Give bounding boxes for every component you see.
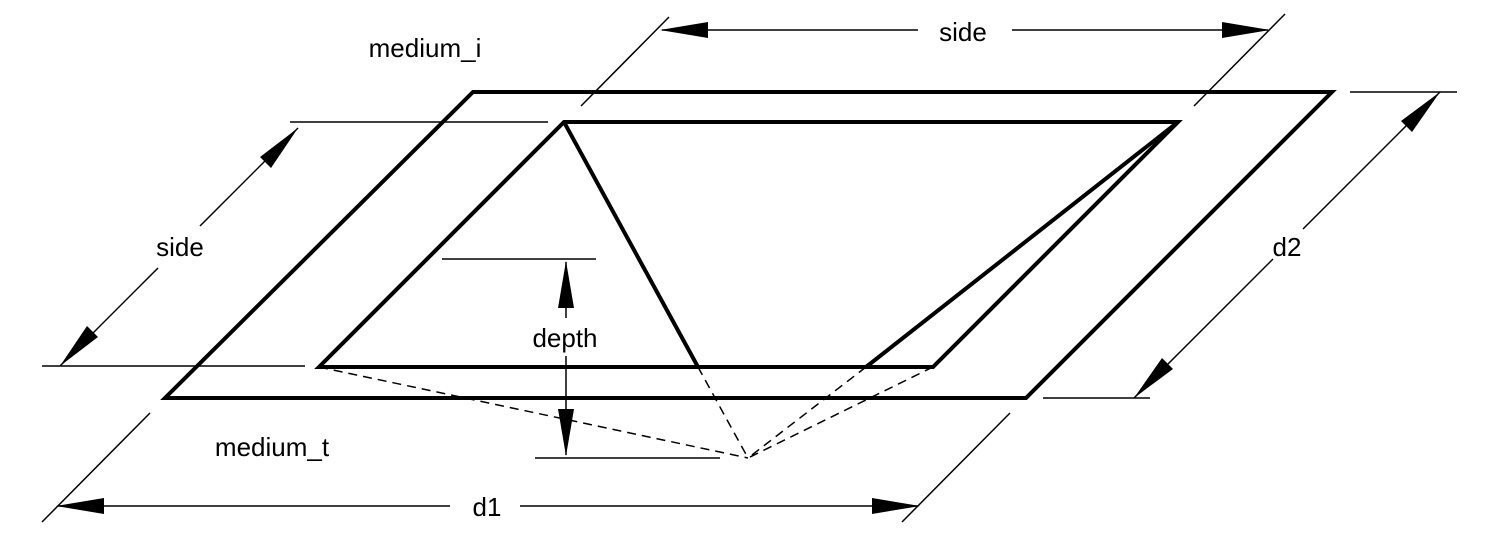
extension-line-top-left [580,16,670,107]
extension-line-d1-left [41,412,151,523]
extension-line-d1-right [901,412,1011,523]
arrowhead-d1-left [56,498,104,514]
outer-plate [160,90,1337,400]
arrowhead-depth-top [558,261,574,308]
arrowhead-d2-top [1401,92,1440,132]
arrowhead-side-top-left [660,22,708,38]
arrowhead-depth-bottom [558,409,574,456]
extension-line-top-right [1193,13,1286,107]
pit-opening [314,120,1183,369]
pyramid-edge-back-right [864,120,1180,369]
arrowhead-side-top-right [1222,22,1270,38]
label-d1: d1 [473,492,502,522]
arrowhead-side-left-top [260,128,298,168]
hidden-edge-right [747,366,934,459]
label-depth: depth [532,323,597,353]
label-side-left: side [156,232,204,262]
label-side-top: side [939,17,987,47]
arrowhead-d1-right [872,498,920,514]
hidden-edge-back-left [697,366,749,459]
label-medium-t: medium_t [215,432,330,462]
pyramid-edge-back-left [562,121,700,368]
arrowhead-side-left-bottom [60,326,98,366]
arrowhead-d2-bottom [1134,358,1173,398]
label-d2: d2 [1273,232,1302,262]
hidden-edge-back-right [747,366,867,459]
label-medium-i: medium_i [369,33,482,63]
hidden-edge-left [318,366,749,459]
